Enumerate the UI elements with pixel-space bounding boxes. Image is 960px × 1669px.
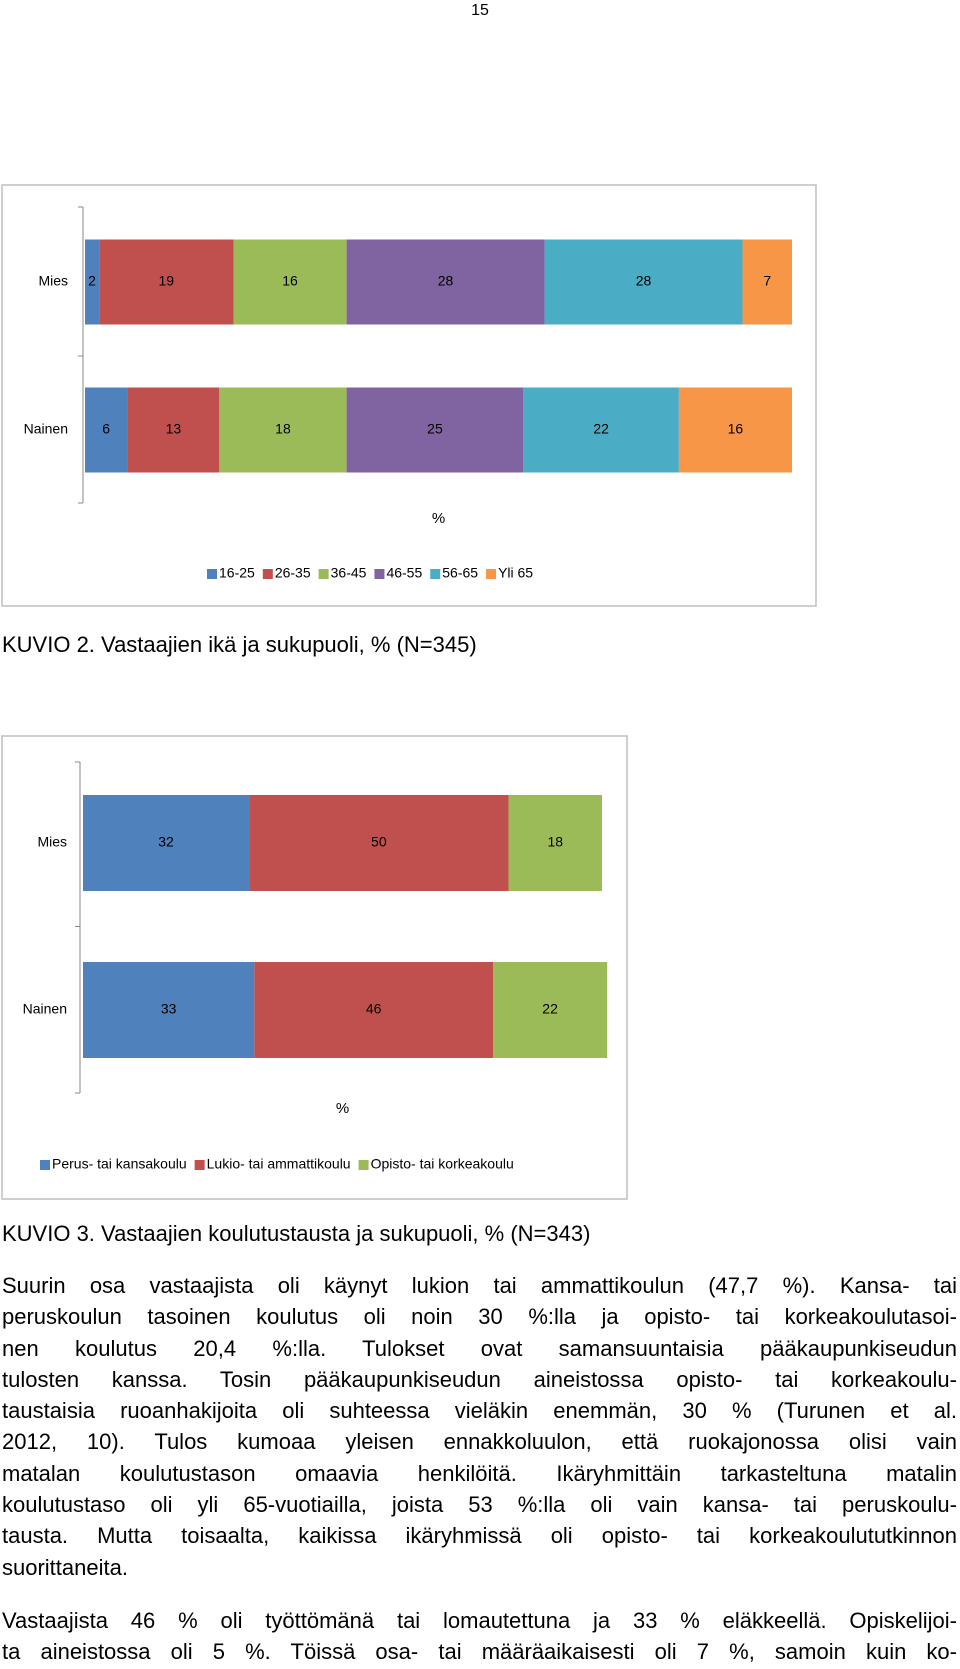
data-label: 18	[275, 421, 291, 437]
text-line: taustaisia ruoanhakijoita oli suhteessa …	[2, 1398, 957, 1424]
bar-segment	[544, 239, 743, 325]
legend-swatch	[40, 1160, 50, 1170]
legend-swatch	[430, 569, 441, 579]
bar-segment	[233, 239, 347, 325]
text-line: Vastaajista 46 % oli työttömänä tai loma…	[2, 1608, 957, 1633]
legend-label: Perus- tai kansakoulu	[52, 1156, 187, 1172]
text-line: 2012, 10). Tulos kumoaa yleisen ennakkol…	[2, 1429, 957, 1455]
text-line: tausta. Mutta toisaalta, kaikissa ikäryh…	[2, 1523, 957, 1549]
legend-label: 16-25	[219, 565, 255, 581]
bar-segment	[254, 962, 494, 1058]
data-label: 13	[166, 421, 182, 437]
bar-segment	[493, 962, 608, 1058]
bar-segment	[346, 387, 524, 473]
data-label: 2	[88, 273, 96, 289]
category-label: Mies	[37, 834, 67, 850]
category-label: Nainen	[24, 421, 68, 437]
legend-label: Yli 65	[498, 565, 533, 581]
bar-segment	[99, 239, 234, 325]
legend-label: 46-55	[386, 565, 422, 581]
legend-swatch	[318, 569, 329, 579]
text-line: tulosten kanssa. Tosin pääkaupunkiseudun…	[2, 1366, 957, 1392]
text-line: matalan koulutustason omaavia henkilöitä…	[2, 1460, 957, 1486]
bar-segment	[508, 795, 602, 891]
text-line: peruskoulun tasoinen koulutus oli noin 3…	[2, 1304, 957, 1330]
figure-caption: KUVIO 2. Vastaajien ikä ja sukupuoli, % …	[2, 632, 477, 657]
legend-label: 26-35	[275, 565, 311, 581]
chart-frame	[1, 735, 628, 1200]
data-label: 32	[158, 834, 174, 850]
x-axis-label: %	[336, 1100, 349, 1117]
text-line: ta aineistossa oli 5 %. Töissä osa- tai …	[2, 1639, 957, 1665]
data-label: 28	[636, 273, 652, 289]
bar-segment	[742, 239, 792, 325]
paragraph: Vastaajista 46 % oli työttömänä tai loma…	[2, 1605, 957, 1668]
paragraph: Suurin osa vastaajista oli käynyt lukion…	[2, 1270, 957, 1583]
data-label: 7	[763, 273, 771, 289]
bar-segment	[85, 387, 128, 473]
data-label: 46	[366, 1001, 382, 1017]
bar-segment	[523, 387, 679, 473]
text-line: koulutustaso oli yli 65-vuotiailla, jois…	[2, 1492, 957, 1518]
text-line: nen koulutus 20,4 %:lla. Tulokset ovat s…	[2, 1335, 957, 1361]
bar-segment	[83, 795, 250, 891]
bar-segment	[83, 962, 255, 1058]
data-label: 22	[593, 421, 609, 437]
data-label: 6	[102, 421, 110, 437]
category-label: Mies	[38, 273, 68, 289]
chart-frame	[1, 184, 817, 607]
legend-label: Lukio- tai ammattikoulu	[207, 1156, 351, 1172]
data-label: 16	[728, 421, 744, 437]
figure-caption: KUVIO 3. Vastaajien koulutustausta ja su…	[2, 1221, 591, 1246]
legend-swatch	[207, 569, 217, 579]
legend-swatch	[486, 569, 497, 579]
data-label: 25	[427, 421, 443, 437]
text-line: suorittaneita.	[2, 1554, 128, 1580]
data-label: 33	[161, 1001, 177, 1017]
text-line: Suurin osa vastaajista oli käynyt lukion…	[2, 1273, 957, 1298]
data-label: 22	[542, 1001, 558, 1017]
data-label: 50	[371, 834, 387, 850]
bar-segment	[678, 387, 792, 473]
x-axis-label: %	[432, 510, 445, 527]
bar-segment	[85, 239, 100, 325]
page-number: 15	[471, 2, 489, 19]
legend-label: 36-45	[331, 565, 367, 581]
data-label: 19	[159, 273, 175, 289]
legend-swatch	[374, 569, 385, 579]
bar-segment	[127, 387, 220, 473]
bar-segment	[219, 387, 347, 473]
data-label: 16	[282, 273, 298, 289]
legend-swatch	[194, 1160, 205, 1170]
legend-label: Opisto- tai korkeakoulu	[371, 1156, 514, 1172]
legend-swatch	[358, 1160, 369, 1170]
legend-label: 56-65	[442, 565, 478, 581]
bar-segment	[249, 795, 509, 891]
legend-swatch	[262, 569, 273, 579]
bar-segment	[346, 239, 545, 325]
category-label: Nainen	[23, 1001, 67, 1017]
data-label: 18	[548, 834, 564, 850]
data-label: 28	[438, 273, 454, 289]
